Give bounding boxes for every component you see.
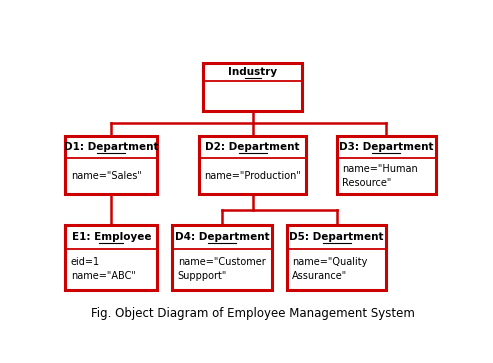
Text: E1: Employee: E1: Employee (71, 232, 151, 242)
FancyBboxPatch shape (66, 225, 157, 290)
Text: Fig. Object Diagram of Employee Management System: Fig. Object Diagram of Employee Manageme… (91, 307, 415, 320)
Text: D1: Department: D1: Department (64, 142, 159, 152)
Text: D2: Department: D2: Department (206, 142, 300, 152)
Text: D4: Department: D4: Department (175, 232, 269, 242)
FancyBboxPatch shape (287, 225, 387, 290)
FancyBboxPatch shape (203, 63, 302, 111)
Text: Industry: Industry (228, 67, 277, 77)
Text: D3: Department: D3: Department (339, 142, 434, 152)
Text: name="Quality
Assurance": name="Quality Assurance" (292, 257, 368, 281)
FancyBboxPatch shape (173, 225, 272, 290)
FancyBboxPatch shape (199, 136, 306, 195)
FancyBboxPatch shape (337, 136, 436, 195)
Text: eid=1
name="ABC": eid=1 name="ABC" (71, 257, 136, 281)
Text: name="Human
Resource": name="Human Resource" (342, 164, 418, 188)
Text: D5: Department: D5: Department (289, 232, 384, 242)
FancyBboxPatch shape (66, 136, 157, 195)
Text: name="Production": name="Production" (205, 171, 301, 181)
Text: name="Customer
Suppport": name="Customer Suppport" (178, 257, 266, 281)
Text: name="Sales": name="Sales" (71, 171, 141, 181)
